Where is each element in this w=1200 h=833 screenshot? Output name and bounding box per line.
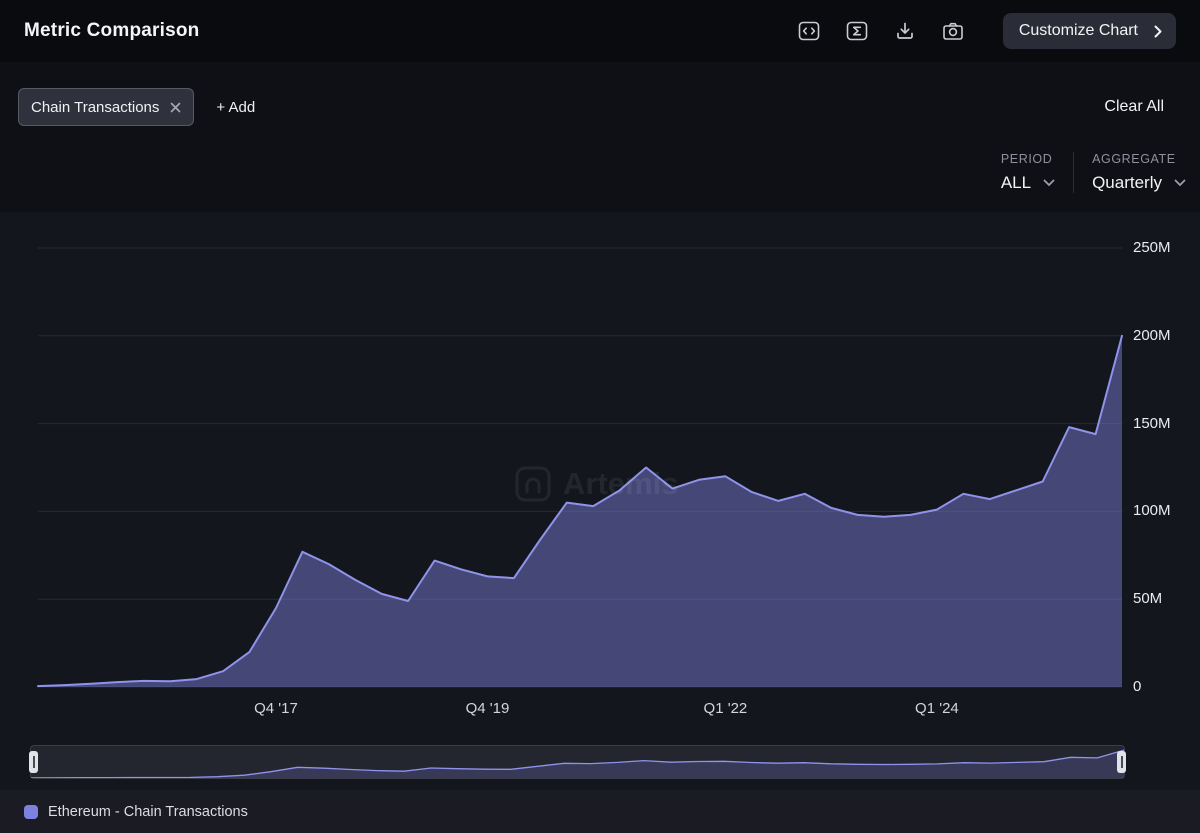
y-axis-label: 200M (1133, 327, 1195, 344)
x-axis-label: Q4 '17 (231, 700, 321, 717)
legend-item[interactable]: Ethereum - Chain Transactions (24, 804, 248, 820)
header: Metric Comparison (0, 0, 1200, 62)
x-axis-label: Q1 '24 (892, 700, 982, 717)
x-axis-label: Q4 '19 (442, 700, 532, 717)
legend-swatch (24, 805, 38, 819)
chevron-down-icon (1043, 179, 1055, 187)
sigma-icon[interactable] (843, 17, 871, 45)
customize-chart-label: Customize Chart (1019, 22, 1138, 40)
metric-chip-label: Chain Transactions (31, 99, 159, 116)
y-axis-label: 0 (1133, 678, 1195, 695)
download-icon[interactable] (891, 17, 919, 45)
period-control: PERIOD ALL (1001, 152, 1055, 193)
add-metric-button[interactable]: + Add (216, 99, 255, 116)
period-value: ALL (1001, 173, 1031, 193)
page-title: Metric Comparison (24, 20, 200, 42)
y-axis-label: 150M (1133, 415, 1195, 432)
metric-chip[interactable]: Chain Transactions (18, 88, 194, 126)
x-axis-label: Q1 '22 (680, 700, 770, 717)
aggregate-control: AGGREGATE Quarterly (1073, 152, 1186, 193)
period-dropdown[interactable]: ALL (1001, 173, 1055, 193)
y-axis-label: 250M (1133, 239, 1195, 256)
legend-bar: Ethereum - Chain Transactions (0, 790, 1200, 833)
chevron-right-icon (1154, 25, 1162, 38)
toolbar: Customize Chart (795, 13, 1176, 49)
customize-chart-button[interactable]: Customize Chart (1003, 13, 1176, 49)
filter-row: Chain Transactions + Add Clear All (0, 86, 1200, 128)
chart-panel: 250M 200M 150M 100M 50M 0 Q4 '17 Q4 '19 Q1… (0, 212, 1200, 790)
navigator-chart (31, 746, 1124, 778)
y-axis-label: 50M (1133, 590, 1195, 607)
navigator-left-handle[interactable] (29, 751, 38, 773)
navigator[interactable] (30, 745, 1125, 779)
aggregate-label: AGGREGATE (1092, 152, 1186, 166)
aggregate-dropdown[interactable]: Quarterly (1092, 173, 1186, 193)
chart-controls: PERIOD ALL AGGREGATE Quarterly (1001, 152, 1186, 193)
code-icon[interactable] (795, 17, 823, 45)
legend-label: Ethereum - Chain Transactions (48, 804, 248, 820)
remove-chip-icon[interactable] (170, 102, 181, 113)
chevron-down-icon (1174, 179, 1186, 187)
camera-icon[interactable] (939, 17, 967, 45)
aggregate-value: Quarterly (1092, 173, 1162, 193)
period-label: PERIOD (1001, 152, 1055, 166)
navigator-right-handle[interactable] (1117, 751, 1126, 773)
y-axis-label: 100M (1133, 502, 1195, 519)
clear-all-button[interactable]: Clear All (1104, 98, 1164, 116)
main-chart[interactable] (0, 212, 1200, 730)
